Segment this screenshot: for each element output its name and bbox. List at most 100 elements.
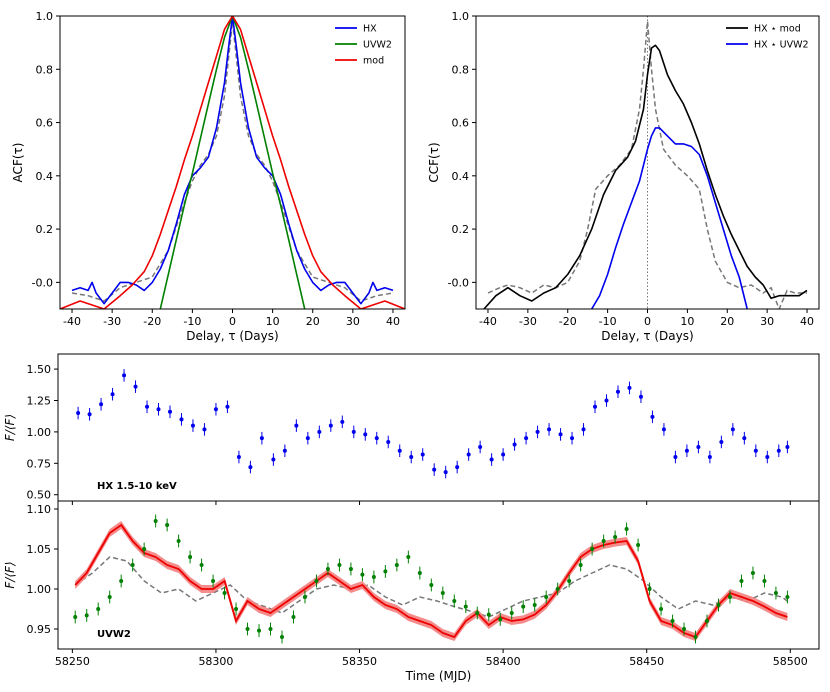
data-point <box>727 595 732 599</box>
x-tick-label: 0 <box>644 315 651 328</box>
data-point <box>73 615 78 619</box>
data-point <box>452 599 457 603</box>
data-point <box>294 423 299 428</box>
x-tick-label: 20 <box>720 315 734 328</box>
data-point <box>340 419 345 424</box>
data-point <box>501 452 506 457</box>
panel-label: UVW2 <box>97 629 131 640</box>
data-point <box>455 465 460 470</box>
y-tick-label: 0.6 <box>452 117 470 130</box>
data-point <box>613 535 618 539</box>
data-point <box>682 627 687 631</box>
data-point <box>107 595 112 599</box>
data-point <box>659 607 664 611</box>
x-tick-label: 20 <box>306 315 320 328</box>
x-tick-label: 58500 <box>773 655 808 668</box>
data-point <box>601 539 606 543</box>
y-tick-label: 0.50 <box>27 489 52 502</box>
data-point <box>225 404 230 409</box>
data-point <box>222 591 227 595</box>
legend: HX UVW2 mod <box>335 24 392 67</box>
data-point <box>650 414 655 419</box>
data-point <box>188 555 193 559</box>
data-point <box>279 635 284 639</box>
x-tick-label: -10 <box>599 315 617 328</box>
data-point <box>776 448 781 453</box>
x-tick-label: 40 <box>386 315 400 328</box>
data-point <box>443 470 448 475</box>
data-point <box>213 407 218 412</box>
data-point <box>236 455 241 460</box>
data-point <box>578 563 583 567</box>
y-axis-label: ACF(τ) <box>11 143 25 183</box>
x-axis-label: Delay, τ (Days) <box>186 329 278 343</box>
data-point <box>328 423 333 428</box>
data-point <box>317 429 322 434</box>
data-point <box>753 448 758 453</box>
plot-area <box>483 16 808 309</box>
data-point <box>202 427 207 432</box>
data-point <box>325 567 330 571</box>
acf-panel: -0.0 0.2 0.4 0.6 0.8 1.0 -40 -30 -20 -10 0 10 20 30 40… <box>11 10 406 343</box>
data-point <box>351 429 356 434</box>
y-axis-label: F/⟨F⟩ <box>3 561 17 588</box>
data-point <box>638 394 643 399</box>
data-point <box>785 595 790 599</box>
data-point <box>524 436 529 441</box>
y-tick-label: 0.95 <box>27 623 52 636</box>
data-point <box>76 411 81 416</box>
data-point <box>245 627 250 631</box>
data-point <box>785 444 790 449</box>
y-tick-label: 0.2 <box>452 223 470 236</box>
data-point <box>693 635 698 639</box>
series-line-hx-dashed-reference- <box>71 20 394 302</box>
data-point <box>371 575 376 579</box>
series-line-hx <box>71 16 394 305</box>
plot-area <box>76 369 790 479</box>
x-axis-label: Delay, τ (Days) <box>601 329 693 343</box>
x-tick-label: 0 <box>229 315 236 328</box>
data-point <box>417 571 422 575</box>
data-point <box>360 572 365 577</box>
data-point <box>581 427 586 432</box>
data-point <box>558 432 563 437</box>
data-point <box>211 579 216 583</box>
x-tick-label: 10 <box>680 315 694 328</box>
y-tick-label: 0.6 <box>36 117 54 130</box>
x-tick-label: 30 <box>760 315 774 328</box>
y-tick-label: 1.00 <box>27 583 52 596</box>
series-line-acf-reference-dashed- <box>487 20 807 309</box>
data-point <box>719 439 724 444</box>
legend-label: HX <box>363 24 377 35</box>
x-tick-label: 30 <box>346 315 360 328</box>
series-line-reference <box>74 556 788 618</box>
data-point <box>673 455 678 460</box>
axes-frame <box>57 500 820 650</box>
data-point <box>762 579 767 583</box>
data-point <box>176 539 181 543</box>
series-band-mod <box>75 521 788 641</box>
data-point <box>624 527 629 531</box>
data-point <box>305 436 310 441</box>
data-point <box>406 555 411 559</box>
series-line-mod <box>74 523 788 639</box>
data-point <box>555 587 560 591</box>
data-point <box>348 567 353 571</box>
data-point <box>190 423 195 428</box>
data-point <box>696 444 701 449</box>
data-point <box>99 402 104 407</box>
data-point <box>248 465 253 470</box>
legend-label: mod <box>363 56 384 67</box>
data-point <box>420 452 425 457</box>
data-point <box>268 627 273 631</box>
data-point <box>409 455 414 460</box>
data-point <box>167 409 172 414</box>
x-axis-label: Time (MJD) <box>405 669 472 683</box>
x-tick-label: -40 <box>479 315 497 328</box>
data-point <box>374 436 379 441</box>
legend-label: UVW2 <box>363 40 392 51</box>
data-point <box>475 611 480 615</box>
series-line-hx-uvw2 <box>591 127 748 309</box>
y-tick-label: 1.0 <box>452 10 470 23</box>
data-point <box>661 427 666 432</box>
